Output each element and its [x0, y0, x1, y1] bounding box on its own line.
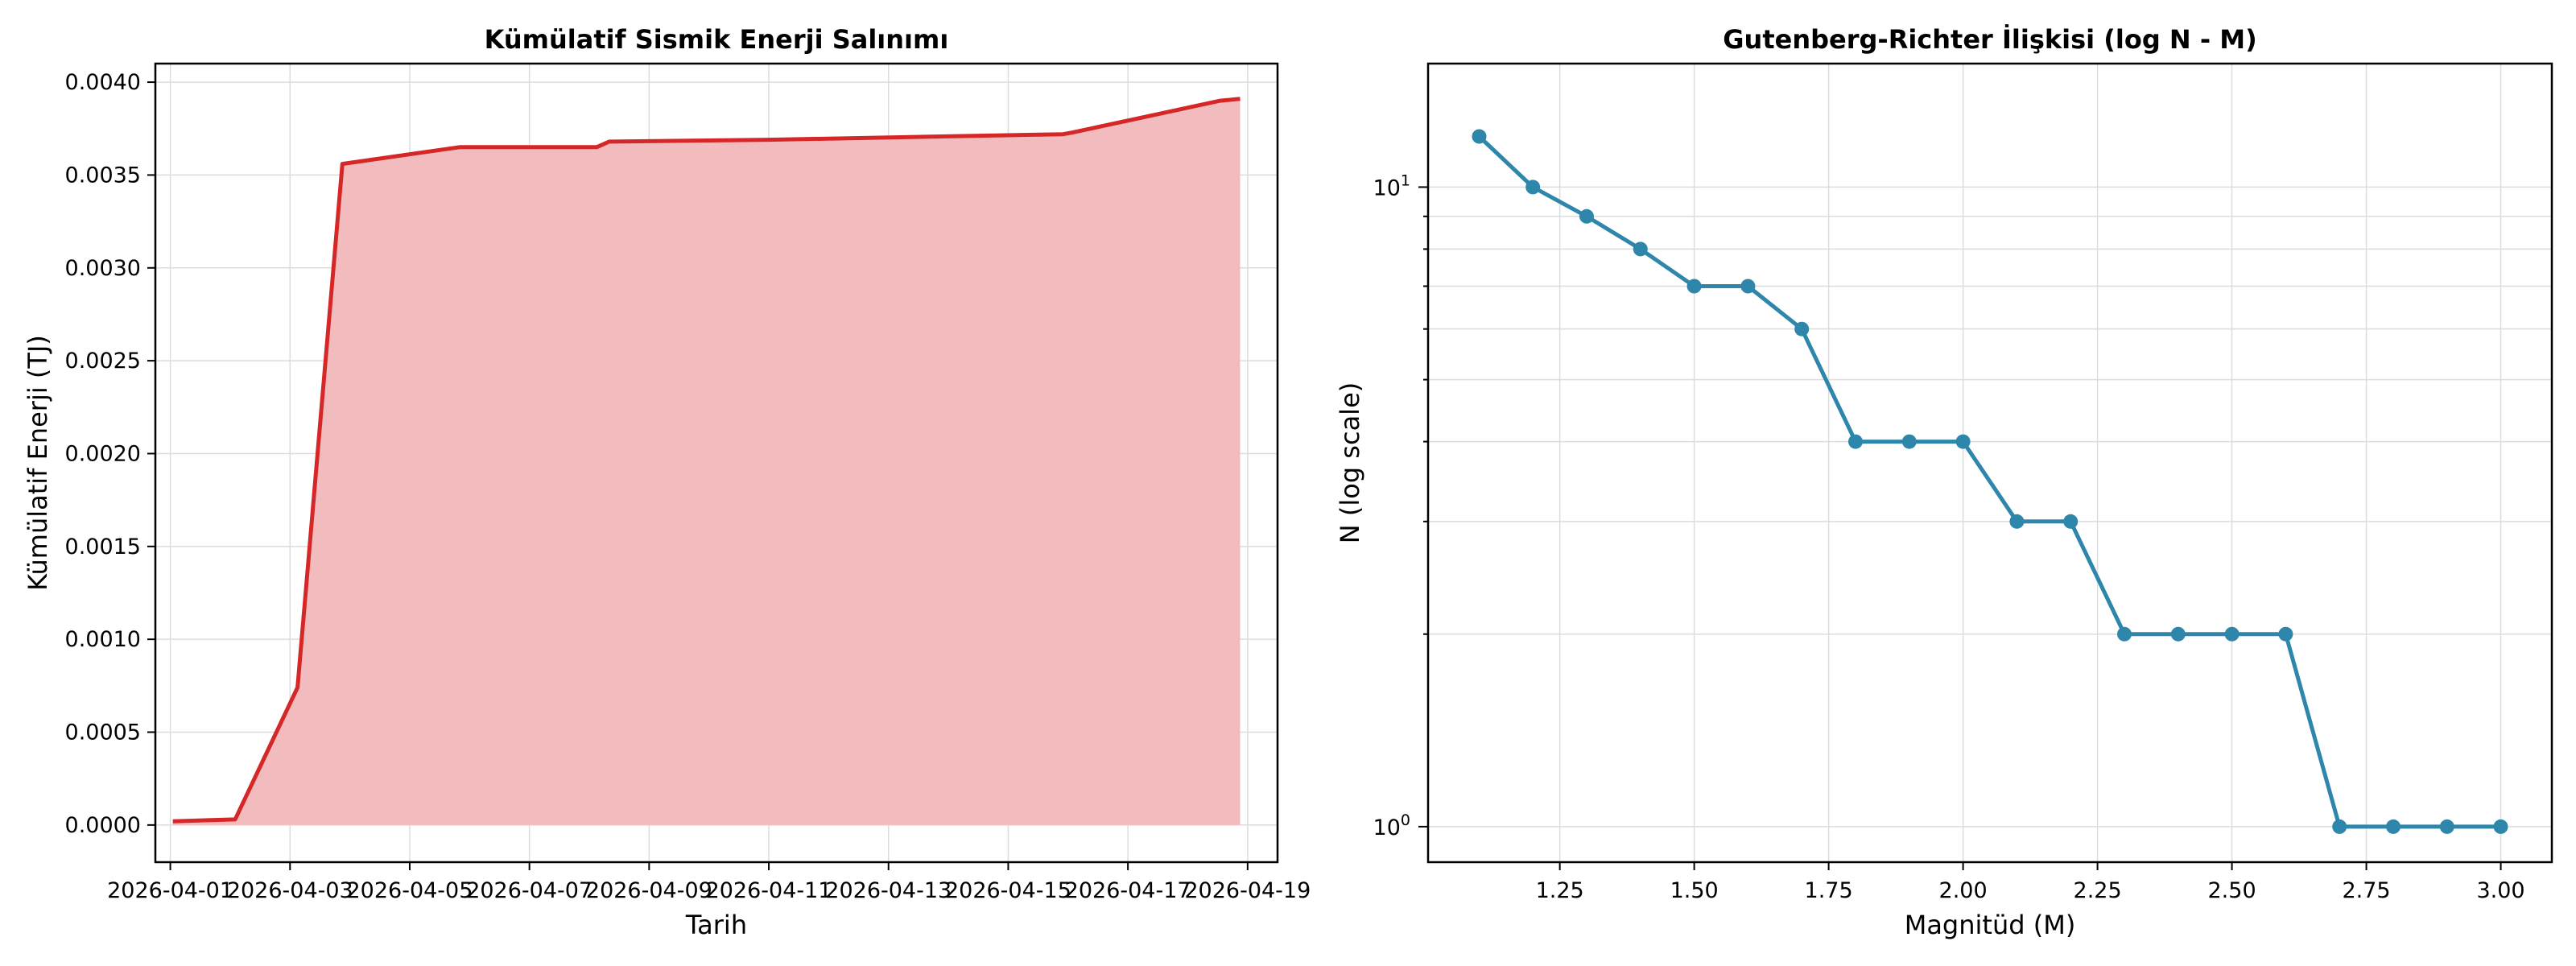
energy-x-tick-label: 2026-04-11 — [706, 878, 832, 903]
energy-y-axis-label: Kümülatif Enerji (TJ) — [23, 335, 53, 591]
gr-data-point — [2063, 514, 2079, 529]
energy-x-axis-label: Tarih — [685, 910, 747, 940]
energy-line — [172, 97, 1241, 824]
gr-y-tick-label: 100 — [1373, 811, 1410, 840]
gr-data-point — [2224, 626, 2240, 642]
energy-y-tick-label: 0.0000 — [65, 813, 141, 838]
gr-chart-title: Gutenberg-Richter İlişkisi (log N - M) — [1723, 24, 2256, 55]
energy-x-tick-label: 2026-04-07 — [466, 878, 592, 903]
energy-x-tick-label: 2026-04-03 — [227, 878, 353, 903]
gr-x-tick-label: 2.00 — [1939, 878, 1988, 903]
gr-data-point — [1848, 434, 1863, 449]
gr-plot-frame — [1426, 62, 2553, 864]
gr-line — [1477, 134, 2501, 829]
gr-y-axis-label: N (log scale) — [1335, 382, 1365, 543]
energy-y-tick-label: 0.0020 — [65, 441, 141, 466]
gr-data-point — [2278, 626, 2293, 642]
gr-data-point — [1955, 434, 1971, 449]
energy-y-tick-label: 0.0035 — [65, 163, 141, 188]
energy-y-tick-label: 0.0040 — [65, 70, 141, 95]
gr-x-tick-label: 2.25 — [2074, 878, 2122, 903]
gr-x-tick-label: 1.25 — [1536, 878, 1584, 903]
gr-data-point — [1525, 180, 1541, 195]
energy-x-tick-label: 2026-04-13 — [825, 878, 952, 903]
gr-data-point — [1686, 279, 1702, 294]
gutenberg-richter-chart: 1.25 1.50 1.75 2.00 2.25 2.50 2.75 3.00 100 101 G… — [1335, 24, 2553, 940]
gr-data-point — [1579, 208, 1594, 224]
energy-chart-title: Kümülatif Sismik Enerji Salınımı — [485, 24, 949, 55]
energy-y-tick-label: 0.0005 — [65, 720, 141, 745]
gr-data-point — [2117, 626, 2132, 642]
gr-markers — [1472, 129, 2508, 834]
gr-grid — [1428, 64, 2552, 862]
gr-x-tick-label: 1.75 — [1805, 878, 1853, 903]
gr-data-point — [1901, 434, 1917, 449]
energy-ticks: 2026-04-012026-04-032026-04-052026-04-07… — [65, 70, 1311, 903]
energy-y-tick-label: 0.0015 — [65, 535, 141, 559]
gr-data-point — [2386, 819, 2401, 834]
gr-data-point — [2439, 819, 2454, 834]
energy-x-tick-label: 2026-04-19 — [1184, 878, 1311, 903]
energy-x-tick-label: 2026-04-09 — [586, 878, 712, 903]
gr-data-point — [2332, 819, 2347, 834]
energy-plot-frame — [154, 62, 1279, 864]
energy-area-fill — [172, 98, 1241, 825]
gr-x-tick-label: 2.75 — [2342, 878, 2390, 903]
energy-x-tick-label: 2026-04-05 — [347, 878, 473, 903]
energy-x-tick-label: 2026-04-15 — [945, 878, 1071, 903]
gr-y-tick-label: 101 — [1373, 171, 1410, 200]
gr-x-tick-label: 1.50 — [1670, 878, 1719, 903]
energy-x-tick-label: 2026-04-01 — [107, 878, 233, 903]
gr-x-axis-label: Magnitüd (M) — [1905, 910, 2076, 940]
gr-ticks: 1.25 1.50 1.75 2.00 2.25 2.50 2.75 3.00 100 101 — [1373, 171, 2525, 903]
energy-y-tick-label: 0.0030 — [65, 256, 141, 281]
gr-x-tick-label: 2.50 — [2208, 878, 2256, 903]
gr-data-point — [1794, 321, 1810, 336]
energy-x-tick-label: 2026-04-17 — [1065, 878, 1191, 903]
gr-x-tick-label: 3.00 — [2476, 878, 2524, 903]
energy-y-tick-label: 0.0025 — [65, 349, 141, 374]
gr-data-point — [1472, 129, 1487, 144]
gr-data-point — [2493, 819, 2508, 834]
energy-y-tick-label: 0.0010 — [65, 627, 141, 652]
gr-data-point — [1633, 242, 1648, 257]
gr-data-point — [2170, 626, 2186, 642]
cumulative-energy-chart: 2026-04-012026-04-032026-04-052026-04-07… — [23, 24, 1311, 940]
gr-data-point — [1740, 279, 1756, 294]
gr-data-point — [2009, 514, 2025, 529]
